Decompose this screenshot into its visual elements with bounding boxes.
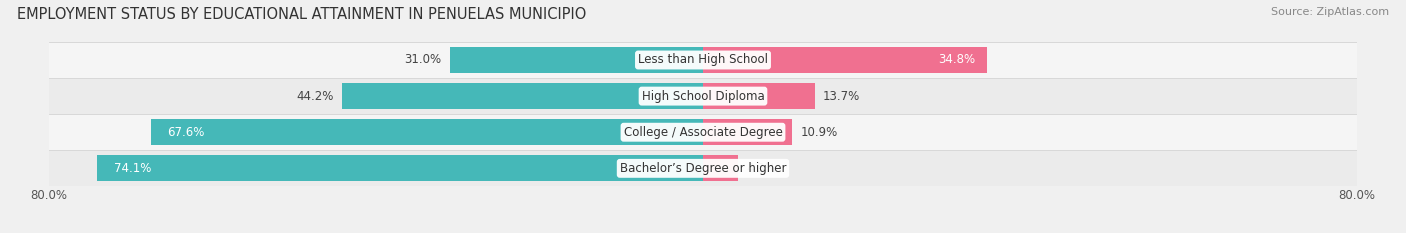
Text: College / Associate Degree: College / Associate Degree <box>624 126 782 139</box>
Bar <box>150 119 703 145</box>
Bar <box>97 155 703 181</box>
Bar <box>49 150 1357 186</box>
Legend: In Labor Force, Unemployed: In Labor Force, Unemployed <box>586 232 820 233</box>
Bar <box>49 78 1357 114</box>
Text: 34.8%: 34.8% <box>938 54 976 66</box>
Text: 4.3%: 4.3% <box>747 162 776 175</box>
Text: Less than High School: Less than High School <box>638 54 768 66</box>
Text: EMPLOYMENT STATUS BY EDUCATIONAL ATTAINMENT IN PENUELAS MUNICIPIO: EMPLOYMENT STATUS BY EDUCATIONAL ATTAINM… <box>17 7 586 22</box>
Bar <box>49 42 1357 78</box>
Bar <box>703 83 815 109</box>
Bar <box>342 83 703 109</box>
Text: 67.6%: 67.6% <box>167 126 204 139</box>
Text: 74.1%: 74.1% <box>114 162 152 175</box>
Text: 31.0%: 31.0% <box>405 54 441 66</box>
Text: 10.9%: 10.9% <box>800 126 838 139</box>
Bar <box>450 47 703 73</box>
Text: Source: ZipAtlas.com: Source: ZipAtlas.com <box>1271 7 1389 17</box>
Bar <box>703 47 987 73</box>
Text: High School Diploma: High School Diploma <box>641 90 765 103</box>
Text: Bachelor’s Degree or higher: Bachelor’s Degree or higher <box>620 162 786 175</box>
Bar <box>703 155 738 181</box>
Text: 13.7%: 13.7% <box>823 90 860 103</box>
Bar <box>703 119 792 145</box>
Bar <box>49 114 1357 150</box>
Text: 44.2%: 44.2% <box>297 90 333 103</box>
